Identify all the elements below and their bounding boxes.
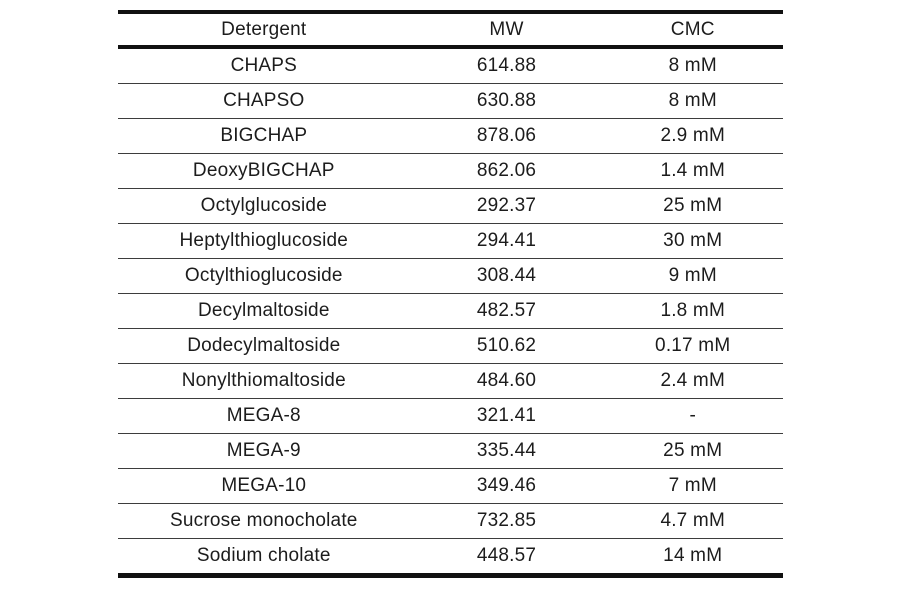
table-row: Nonylthiomaltoside 484.60 2.4 mM — [117, 363, 783, 399]
cell-mw: 878.06 — [410, 118, 603, 154]
cell-mw: 630.88 — [410, 83, 603, 119]
cell-detergent: Sucrose monocholate — [117, 503, 411, 539]
cell-cmc: - — [602, 398, 783, 434]
cell-detergent: BIGCHAP — [117, 118, 411, 154]
cell-detergent: Decylmaltoside — [117, 293, 411, 329]
cell-mw: 292.37 — [410, 188, 603, 224]
cell-cmc: 25 mM — [602, 188, 783, 224]
cell-mw: 335.44 — [410, 433, 603, 469]
table-row: CHAPSO 630.88 8 mM — [117, 83, 783, 119]
table-header: Detergent MW CMC — [117, 12, 783, 49]
table-body: CHAPS 614.88 8 mM CHAPSO 630.88 8 mM BIGCHAP 87… — [117, 47, 783, 576]
cell-detergent: Octylglucoside — [117, 188, 411, 224]
cell-detergent: Heptylthioglucoside — [117, 223, 411, 259]
table-row: Decylmaltoside 482.57 1.8 mM — [117, 293, 783, 329]
cell-detergent: CHAPSO — [117, 83, 411, 119]
table-row: DeoxyBIGCHAP 862.06 1.4 mM — [117, 153, 783, 189]
header-row: Detergent MW CMC — [117, 12, 783, 49]
cell-mw: 614.88 — [410, 47, 603, 84]
cell-cmc: 30 mM — [602, 223, 783, 259]
cell-mw: 448.57 — [476, 545, 537, 566]
cell-mw: 294.41 — [410, 223, 603, 259]
table-row: Sucrose monocholate 732.85 4.7 mM — [117, 503, 783, 539]
cell-mw: 308.44 — [410, 258, 603, 294]
table-row: BIGCHAP 878.06 2.9 mM — [117, 118, 783, 154]
table-row: MEGA-10 349.46 7 mM — [117, 468, 783, 504]
cell-detergent: MEGA-8 — [117, 398, 411, 434]
cell-mw: 484.60 — [410, 363, 603, 399]
table-row: Heptylthioglucoside 294.41 30 mM — [117, 223, 783, 259]
cell-detergent: CHAPS — [117, 47, 411, 84]
cell-mw: 349.46 — [410, 468, 603, 504]
cell-cmc: 7 mM — [602, 468, 783, 504]
column-header-cmc: CMC — [602, 12, 783, 49]
cell-detergent: MEGA-9 — [117, 433, 411, 469]
cell-detergent: Dodecylmaltoside — [117, 328, 411, 364]
column-header-detergent: Detergent — [117, 12, 411, 49]
cell-detergent: Octylthioglucoside — [117, 258, 411, 294]
cell-mw: 732.85 — [410, 503, 603, 539]
table-row: Sodium cholate 448.57 14 mM — [118, 539, 783, 576]
table-row: Octylglucoside 292.37 25 mM — [117, 188, 783, 224]
table-row: Dodecylmaltoside 510.62 0.17 mM — [117, 328, 783, 364]
cell-cmc: 4.7 mM — [602, 503, 783, 539]
column-header-mw: MW — [410, 12, 603, 49]
cell-mw: 862.06 — [410, 153, 603, 189]
cell-mw: 321.41 — [410, 398, 603, 434]
cell-cmc: 8 mM — [602, 83, 783, 119]
cell-cmc: 25 mM — [602, 433, 783, 469]
cell-detergent: MEGA-10 — [117, 468, 411, 504]
table-row: CHAPS 614.88 8 mM — [117, 47, 783, 84]
cell-mw: 510.62 — [410, 328, 603, 364]
cell-cmc: 2.9 mM — [602, 118, 783, 154]
cell-cmc: 2.4 mM — [602, 363, 783, 399]
cell-detergent: Nonylthiomaltoside — [117, 363, 411, 399]
table-row: MEGA-8 321.41- — [117, 398, 783, 434]
cell-detergent: DeoxyBIGCHAP — [117, 153, 411, 189]
cell-cmc: 1.4 mM — [602, 153, 783, 189]
cell-detergent: Sodium cholate — [196, 545, 331, 566]
cell-cmc: 14 mM — [663, 545, 723, 566]
detergent-table-container: Detergent MW CMC CHAPS 614.88 8 mM CHAPSO 63… — [117, 10, 783, 578]
cell-cmc: 1.8 mM — [602, 293, 783, 329]
cell-cmc: 0.17 mM — [602, 328, 783, 364]
table-row: MEGA-9 335.44 25 mM — [117, 433, 783, 469]
cell-mw: 482.57 — [410, 293, 603, 329]
table-row: Octylthioglucoside 308.44 9 mM — [117, 258, 783, 294]
cell-cmc: 8 mM — [602, 47, 783, 84]
cell-cmc: 9 mM — [602, 258, 783, 294]
detergent-table: Detergent MW CMC CHAPS 614.88 8 mM CHAPSO 63… — [117, 10, 783, 578]
